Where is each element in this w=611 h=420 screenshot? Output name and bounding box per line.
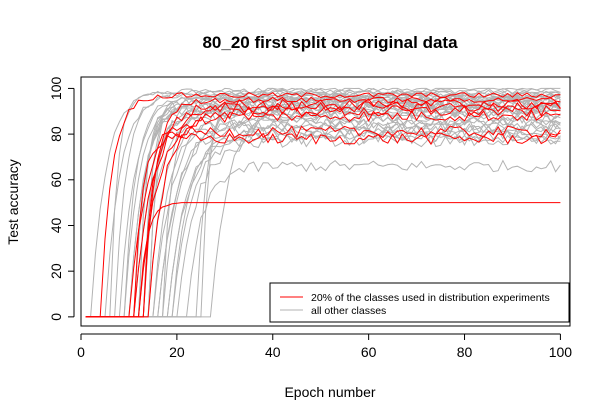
y-tick-label: 80 <box>48 126 64 142</box>
legend-label-other: all other classes <box>311 305 386 317</box>
series-highlighted-classes <box>85 92 561 318</box>
x-tick-label: 80 <box>457 344 473 360</box>
y-tick-label: 0 <box>48 313 64 321</box>
y-tick-label: 20 <box>48 263 64 279</box>
chart-title: 80_20 first split on original data <box>202 33 458 52</box>
y-tick-label: 40 <box>48 217 64 233</box>
other-class-line <box>85 95 561 318</box>
legend: 20% of the classes used in distribution … <box>269 282 570 323</box>
highlight-class-line <box>85 104 561 318</box>
plot-frame <box>80 76 571 327</box>
highlight-class-line <box>85 92 561 318</box>
x-tick-label: 60 <box>361 344 377 360</box>
legend-box <box>269 282 570 323</box>
other-class-line <box>85 89 561 318</box>
highlight-class-line <box>85 132 561 318</box>
y-tick-label: 60 <box>48 172 64 188</box>
highlight-class-line <box>85 109 561 318</box>
other-class-line <box>85 89 561 318</box>
other-class-line <box>85 111 561 318</box>
highlight-class-line <box>85 202 561 318</box>
x-tick-label: 20 <box>169 344 185 360</box>
y-axis: 0 20 40 60 80 100 <box>48 77 75 321</box>
x-axis-label: Epoch number <box>284 384 375 400</box>
x-axis: 0 20 40 60 80 100 <box>77 333 573 360</box>
highlight-class-line <box>85 100 561 318</box>
x-tick-label: 0 <box>77 344 85 360</box>
legend-label-highlight: 20% of the classes used in distribution … <box>311 292 550 304</box>
highlight-class-line <box>85 96 561 318</box>
x-tick-label: 100 <box>549 344 573 360</box>
y-tick-label: 100 <box>48 77 64 101</box>
y-axis-label: Test accuracy <box>5 159 21 245</box>
x-tick-label: 40 <box>265 344 281 360</box>
